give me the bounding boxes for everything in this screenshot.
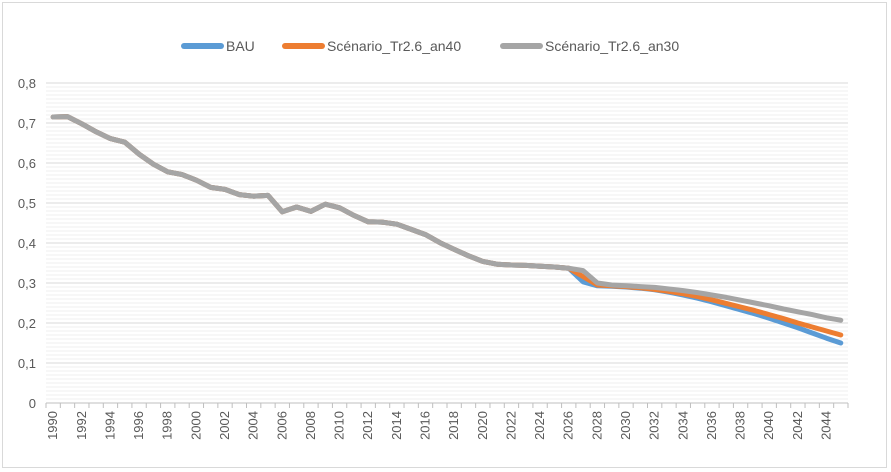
series-line-1 [50,114,844,338]
x-tick-label: 2044 [819,411,834,440]
series-lines [50,114,844,346]
x-tick-label: 2006 [274,411,289,440]
x-tick-label: 1996 [131,411,146,440]
gridlines [46,82,848,400]
x-tick-label: 2040 [761,411,776,440]
x-tick-label: 2028 [589,411,604,440]
x-tick-label: 2038 [733,411,748,440]
legend-label: Scénario_Tr2.6_an30 [545,38,679,54]
y-tick-label: 0,1 [18,356,36,371]
x-tick-label: 2034 [675,411,690,440]
x-tick-label: 2000 [188,411,203,440]
y-tick-label: 0,8 [18,76,36,91]
y-tick-label: 0,2 [18,316,36,331]
x-tick-label: 2030 [618,411,633,440]
x-tick-label: 2042 [790,411,805,440]
x-tick-label: 2014 [389,411,404,440]
x-tick-label: 1994 [102,411,117,440]
legend: BAU Scénario_Tr2.6_an40 Scénario_Tr2.6_an3… [181,38,679,54]
x-tick-label: 2020 [475,411,490,440]
y-tick-label: 0,5 [18,196,36,211]
x-tick-label: 2002 [217,411,232,440]
x-tick-label: 2012 [360,411,375,440]
y-tick-label: 0,7 [18,116,36,131]
x-tick-label: 2024 [532,411,547,440]
x-tick-label: 2026 [561,411,576,440]
x-tick-label: 2022 [503,411,518,440]
x-tick-label: 1992 [74,411,89,440]
x-tick-label: 2008 [303,411,318,440]
y-axis: 0 0,1 0,2 0,3 0,4 0,5 0,6 0,7 0,8 [18,76,36,411]
x-tick-label: 1998 [160,411,175,440]
x-tick-label: 2016 [418,411,433,440]
legend-label: BAU [226,38,255,54]
y-tick-label: 0,6 [18,156,36,171]
x-tick-label: 2010 [332,411,347,440]
series-line-2 [50,114,844,323]
x-axis: 1990 1992 1994 1996 1998 2000 2002 2004 2006 2008… [45,402,849,440]
x-tick-label: 2032 [647,411,662,440]
y-tick-label: 0,3 [18,276,36,291]
x-tick-label: 2018 [446,411,461,440]
x-tick-label: 1990 [45,411,60,440]
x-tick-label: 2036 [704,411,719,440]
x-tick-label: 2004 [246,411,261,440]
y-tick-label: 0 [29,396,36,411]
y-tick-label: 0,4 [18,236,36,251]
legend-label: Scénario_Tr2.6_an40 [327,38,461,54]
